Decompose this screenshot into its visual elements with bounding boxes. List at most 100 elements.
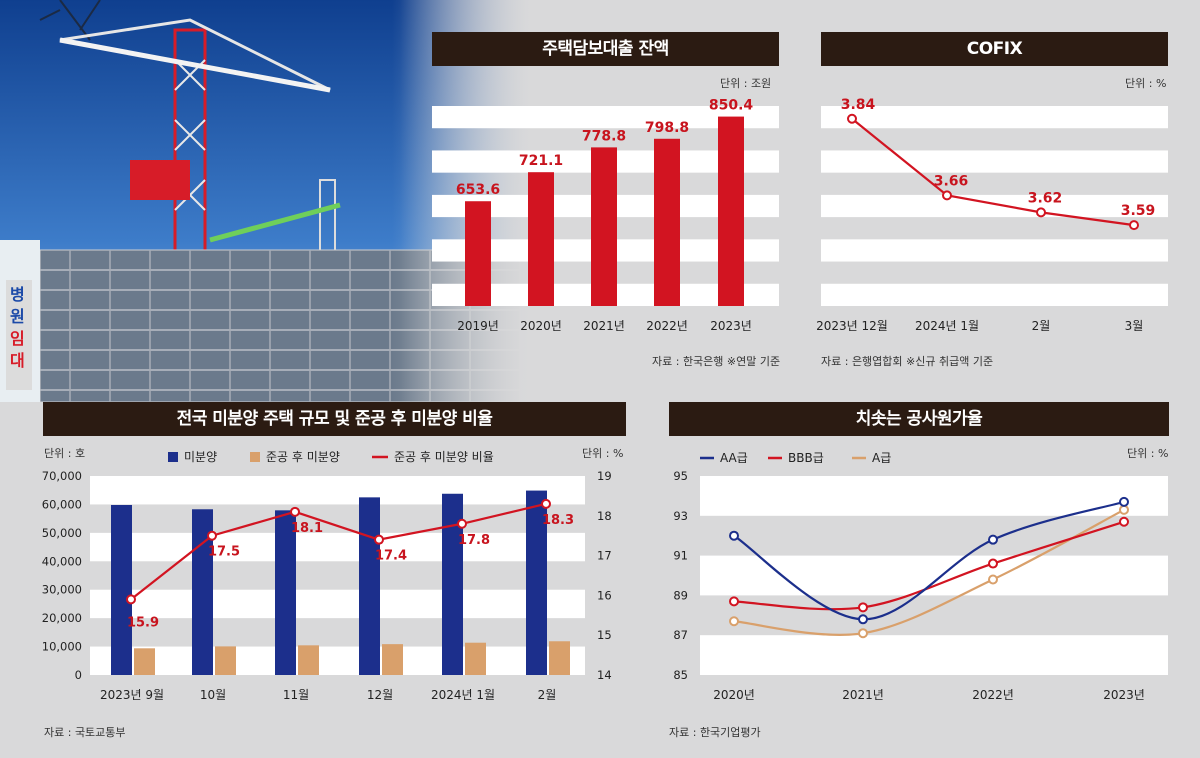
cofix-grid-band: [821, 150, 1168, 173]
ratio-line: [130, 502, 547, 601]
completed-bar: [549, 641, 570, 675]
cofix-line: [851, 117, 1135, 227]
cofix-grid-band: [821, 194, 1168, 218]
unsold-x-tick: 12월: [367, 688, 393, 702]
bond-legend-label: BBB급: [788, 451, 824, 465]
unsold-right-tick: 19: [597, 469, 612, 483]
ratio-value-label: 18.3: [542, 513, 574, 528]
mortgage-value-label: 721.1: [519, 153, 563, 169]
unsold-bar: [192, 509, 213, 675]
mortgage-bar: [465, 201, 491, 306]
unsold-right-tick: 17: [597, 549, 612, 563]
bond-grid-band: [700, 476, 1168, 516]
ratio-legend-label: 준공 후 미분양 비율: [394, 450, 494, 464]
ratio-value-label: 17.4: [375, 549, 407, 564]
unsold-x-tick: 11월: [283, 688, 309, 702]
unsold-grid-band: [90, 646, 585, 675]
bond-legend-label: AA급: [720, 451, 748, 465]
bond-y-tick: 91: [673, 549, 688, 563]
unsold-right-tick: 16: [597, 588, 612, 602]
mortgage-x-tick: 2023년: [710, 319, 752, 333]
unsold-bar: [442, 493, 463, 675]
mortgage-bar: [528, 172, 554, 306]
bond-y-tick: 93: [673, 509, 688, 523]
bond-x-tick: 2021년: [842, 688, 884, 702]
ratio-point: [207, 530, 217, 541]
unsold-legend-swatch: [168, 452, 178, 462]
cofix-point: [1129, 220, 1139, 231]
bond-title: 치솟는 공사원가율: [669, 402, 1169, 436]
mortgage-x-tick: 2020년: [520, 319, 562, 333]
cofix-x-tick: 2024년 1월: [915, 319, 979, 333]
bond-x-tick: 2023년: [1103, 688, 1145, 702]
mortgage-value-label: 850.4: [709, 98, 754, 114]
cofix-grid-band: [821, 106, 1168, 129]
cofix-title: COFIX: [821, 32, 1168, 66]
cofix-point: [1036, 207, 1046, 218]
ratio-point: [290, 506, 300, 517]
bond-point: [988, 534, 998, 545]
unsold-grid-band: [90, 589, 585, 619]
bond-point: [858, 614, 868, 625]
unsold-left-tick: 50,000: [42, 526, 82, 540]
ratio-value-label: 15.9: [127, 615, 159, 630]
bond-legend-label: A급: [872, 451, 891, 465]
bond-source: 자료 : 한국기업평가: [669, 726, 761, 739]
mortgage-unit: 단위 : 조원: [720, 77, 772, 90]
mortgage-grid-band: [432, 106, 779, 129]
cofix-grid-band: [821, 239, 1168, 262]
unsold-grid-band: [90, 532, 585, 562]
bond-y-tick: 87: [673, 628, 688, 642]
unsold-x-tick: 10월: [200, 688, 226, 702]
ratio-value-label: 17.5: [208, 545, 240, 560]
unsold-right-tick: 18: [597, 509, 612, 523]
ratio-point: [126, 594, 136, 605]
bond-grid-band: [700, 635, 1168, 675]
cofix-point: [847, 113, 857, 124]
bond-x-tick: 2020년: [713, 688, 755, 702]
mortgage-value-label: 798.8: [645, 120, 689, 136]
unsold-right-tick: 14: [597, 668, 612, 682]
completed-bar: [215, 646, 236, 675]
unsold-x-tick: 2023년 9월: [100, 688, 164, 702]
unsold-left-tick: 10,000: [42, 640, 82, 654]
mortgage-value-label: 778.8: [582, 128, 626, 144]
bond-line: [733, 520, 1125, 611]
ratio-point: [374, 534, 384, 545]
mortgage-x-tick: 2022년: [646, 319, 688, 333]
mortgage-value-label: 653.6: [456, 182, 500, 198]
unsold-bar: [111, 504, 132, 675]
mortgage-title: 주택담보대출 잔액: [432, 32, 779, 66]
completed-bar: [134, 648, 155, 675]
mortgage-bar: [591, 147, 617, 306]
unsold-left-tick: 0: [75, 668, 82, 682]
cofix-value-label: 3.62: [1028, 190, 1063, 206]
cofix-grid-band: [821, 283, 1168, 306]
cofix-x-tick: 3월: [1125, 319, 1144, 333]
ratio-value-label: 18.1: [291, 521, 323, 536]
unsold-unit-right: 단위 : %: [582, 447, 624, 460]
unsold-left-tick: 60,000: [42, 497, 82, 511]
bond-point: [988, 574, 998, 585]
bond-point: [729, 616, 739, 627]
unsold-unit-left: 단위 : 호: [44, 447, 86, 460]
ratio-point: [457, 518, 467, 529]
unsold-right-tick: 15: [597, 628, 612, 642]
unsold-x-tick: 2월: [538, 688, 557, 702]
cofix-point: [942, 190, 952, 201]
completed-legend-label: 준공 후 미분양: [266, 450, 340, 464]
unsold-title: 전국 미분양 주택 규모 및 준공 후 미분양 비율: [43, 402, 626, 436]
unsold-left-tick: 30,000: [42, 583, 82, 597]
ratio-value-label: 17.8: [458, 533, 490, 548]
cofix-unit: 단위 : %: [1125, 77, 1167, 90]
cofix-x-tick: 2월: [1032, 319, 1051, 333]
bond-y-tick: 95: [673, 469, 688, 483]
bond-point: [858, 602, 868, 613]
bond-point: [1119, 516, 1129, 527]
mortgage-bar: [654, 138, 680, 306]
bond-y-tick: 85: [673, 668, 688, 682]
